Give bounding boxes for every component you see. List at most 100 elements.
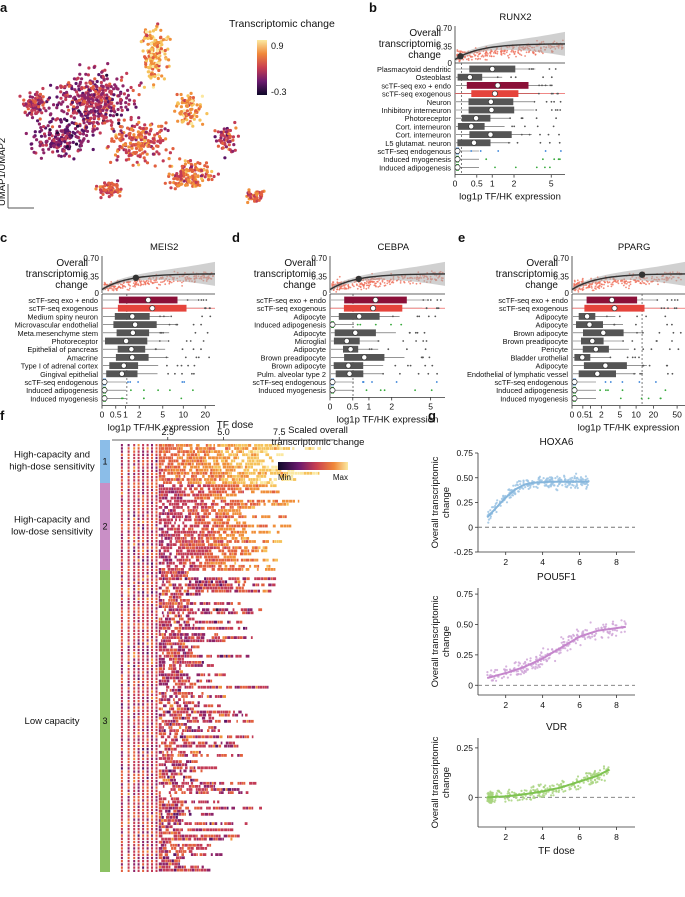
scatter-point: [648, 282, 651, 285]
umap-cell-point: [32, 135, 36, 139]
x-tick-label: 20: [649, 410, 659, 420]
heatmap-cell: [236, 450, 239, 453]
heatmap-cell: [120, 786, 123, 789]
heatmap-cell: [196, 478, 199, 481]
scatter-point: [591, 287, 593, 289]
heatmap-cell: [155, 636, 158, 639]
heatmap-cell: [252, 499, 255, 503]
umap-cell-point: [195, 103, 199, 107]
umap-cell-point: [120, 108, 124, 112]
scatter-point: [159, 284, 162, 286]
box-outlier: [633, 372, 635, 375]
umap-cell-point: [94, 102, 98, 106]
umap-axes-arrow: [7, 184, 34, 209]
heatmap-cell: [229, 475, 233, 478]
heatmap-cell: [127, 572, 130, 575]
umap-cell-point: [167, 172, 171, 176]
heatmap-cell: [133, 482, 136, 485]
umap-cell-point: [137, 120, 141, 124]
heatmap-cell: [120, 636, 123, 639]
scatter-point: [477, 53, 480, 56]
umap-cell-point: [167, 157, 171, 161]
box-outlier: [674, 299, 676, 301]
heatmap-cell: [287, 447, 290, 450]
box-row-label: Photoreceptor: [52, 337, 99, 346]
umap-cell-point: [135, 160, 139, 164]
heatmap-cell: [199, 459, 202, 463]
heatmap-cell: [137, 639, 140, 642]
heatmap-cell: [215, 456, 219, 460]
heatmap-cell: [193, 524, 196, 528]
heatmap-cell: [220, 456, 223, 460]
heatmap-cell: [133, 504, 136, 508]
heatmap-cell: [205, 506, 208, 509]
heatmap-cell: [168, 481, 172, 484]
umap-cell-point: [77, 98, 81, 102]
heatmap-cell: [146, 725, 149, 728]
heatmap-cell: [155, 719, 158, 722]
box-outlier: [425, 340, 428, 342]
heatmap-cell: [311, 447, 315, 450]
heatmap-cell: [224, 459, 228, 463]
umap-cell-point: [100, 95, 104, 99]
heatmap-cell: [309, 471, 313, 475]
heatmap-cell: [155, 748, 158, 751]
heatmap-cell: [176, 456, 179, 460]
box-outlier: [605, 389, 607, 392]
heatmap-cell: [256, 502, 259, 506]
heatmap-cell: [133, 815, 136, 818]
box-row-label: Pulm. alveolar type 2: [257, 370, 326, 379]
umap-cell-point: [70, 100, 75, 104]
scatter-point: [343, 286, 346, 288]
heatmap-cell: [142, 837, 145, 840]
heatmap-cell: [137, 575, 140, 578]
box-outlier: [390, 323, 392, 326]
heatmap-cell: [151, 789, 153, 792]
box-median-marker: [579, 354, 586, 361]
umap-cell-point: [38, 92, 43, 96]
heatmap-x-tick-label: 7.5: [273, 427, 286, 437]
heatmap-cell: [220, 478, 225, 481]
box-row-label: Type I of adrenal cortex: [21, 362, 99, 371]
heatmap-cell: [269, 447, 272, 450]
heatmap-cell: [179, 490, 182, 494]
heatmap-cell: [155, 684, 158, 687]
umap-cell-point: [161, 49, 165, 53]
heatmap-cell: [127, 527, 130, 530]
heatmap-cell: [137, 572, 140, 575]
scatter-point: [577, 291, 580, 293]
heatmap-cell: [212, 524, 215, 528]
heatmap-cell: [133, 559, 136, 562]
heatmap-cell: [142, 760, 145, 764]
umap-cell-point: [68, 141, 72, 145]
heatmap-cell: [203, 468, 207, 472]
heatmap-cell: [189, 481, 193, 484]
umap-cell-point: [28, 91, 32, 95]
heatmap-cell: [163, 471, 165, 475]
umap-cell-point: [64, 137, 68, 141]
heatmap-cell: [151, 556, 153, 559]
heatmap-cell: [142, 802, 145, 805]
heatmap-cell: [169, 509, 173, 512]
heatmap-cell: [155, 687, 158, 690]
heatmap-cell: [120, 767, 123, 770]
heatmap-cell: [217, 484, 221, 488]
heatmap-cell: [137, 776, 140, 780]
umap-cell-point: [104, 115, 108, 119]
umap-cell-point: [124, 134, 128, 138]
heatmap-cell: [242, 527, 246, 531]
heatmap-cell: [155, 725, 158, 728]
heatmap-cell: [283, 471, 286, 475]
heatmap-cell: [133, 687, 136, 690]
heatmap-cell: [120, 808, 123, 812]
heatmap-cell: [142, 508, 145, 511]
heatmap-cell: [282, 499, 286, 503]
heatmap-cell: [137, 546, 140, 549]
heatmap-cell: [231, 524, 234, 528]
heatmap-cell: [205, 515, 209, 519]
heatmap-cell: [142, 498, 145, 501]
heatmap-cell: [306, 471, 310, 475]
heatmap-cell: [133, 680, 136, 684]
heatmap-cell: [146, 796, 149, 799]
